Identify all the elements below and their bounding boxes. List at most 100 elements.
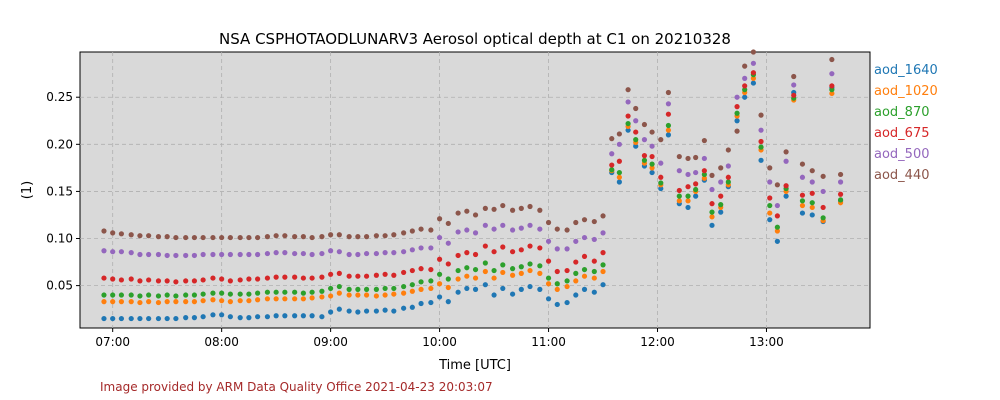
data-point: [809, 179, 815, 185]
data-point: [128, 299, 134, 305]
y-axis-label: (1): [20, 181, 35, 199]
data-point: [391, 308, 397, 314]
legend-entry-aod_440: aod_440: [874, 168, 930, 183]
x-axis: 07:00 08:00 09:00 10:00 11:00 12:00 13:00: [95, 328, 784, 349]
data-point: [649, 165, 655, 171]
data-point: [829, 87, 835, 93]
data-point: [173, 293, 179, 299]
data-point: [455, 289, 461, 295]
data-point: [767, 165, 773, 171]
data-point: [641, 153, 648, 159]
x-tick-label: 08:00: [204, 335, 239, 349]
data-point: [581, 266, 588, 273]
data-point: [837, 197, 844, 203]
data-point: [210, 290, 216, 296]
data-point: [146, 251, 152, 258]
data-point: [255, 297, 261, 303]
data-point: [373, 293, 379, 299]
data-point: [685, 198, 691, 204]
data-point: [581, 234, 588, 241]
data-point: [382, 307, 388, 313]
series-aod_440: [101, 49, 844, 241]
data-point: [319, 288, 325, 294]
data-point: [658, 180, 664, 186]
data-point: [820, 215, 826, 221]
data-point: [346, 251, 352, 258]
data-point: [641, 157, 648, 163]
legend-entry-aod_1640: aod_1640: [874, 63, 938, 78]
data-point: [355, 292, 361, 298]
data-point: [183, 252, 189, 259]
data-point: [758, 112, 764, 118]
data-point: [500, 269, 506, 276]
data-point: [774, 224, 780, 230]
data-point: [734, 104, 740, 110]
data-point: [309, 313, 315, 319]
data-point: [373, 308, 379, 314]
data-point: [391, 285, 397, 292]
data-point: [155, 251, 162, 258]
y-tick-label: 0.20: [46, 137, 73, 151]
data-point: [837, 171, 844, 178]
data-point: [701, 175, 707, 181]
data-point: [750, 60, 757, 66]
data-point: [600, 213, 606, 219]
data-point: [309, 234, 315, 241]
data-point: [373, 286, 379, 292]
data-point: [554, 301, 560, 308]
data-point: [445, 261, 451, 267]
data-point: [482, 222, 488, 228]
data-point: [210, 297, 216, 303]
data-point: [401, 269, 407, 276]
data-point: [693, 181, 699, 187]
data-point: [246, 251, 252, 258]
data-point: [237, 277, 243, 283]
data-point: [742, 94, 748, 100]
y-tick-label: 0.15: [46, 184, 73, 198]
data-point: [264, 234, 271, 240]
data-point: [709, 209, 715, 215]
data-point: [418, 279, 424, 285]
data-point: [336, 270, 342, 276]
data-point: [246, 298, 252, 304]
data-point: [491, 267, 497, 274]
data-point: [554, 268, 560, 275]
data-point: [774, 228, 780, 234]
data-point: [464, 273, 470, 279]
data-point: [418, 300, 424, 307]
data-point: [500, 262, 506, 268]
data-point: [616, 169, 622, 176]
data-point: [445, 220, 451, 227]
data-point: [128, 276, 134, 282]
data-point: [649, 169, 655, 176]
data-point: [191, 278, 198, 284]
data-point: [355, 286, 361, 292]
data-point: [649, 129, 655, 135]
data-point: [355, 273, 361, 279]
data-point: [573, 278, 579, 284]
data-point: [200, 314, 206, 320]
data-point: [718, 202, 724, 208]
data-point: [155, 299, 162, 306]
data-point: [118, 231, 125, 237]
y-tick-label: 0.25: [46, 90, 73, 104]
data-point: [146, 233, 152, 239]
data-point: [791, 73, 797, 80]
data-point: [183, 234, 189, 241]
data-point: [219, 290, 225, 296]
data-point: [319, 294, 325, 300]
data-point: [527, 203, 533, 210]
data-point: [118, 249, 125, 255]
data-point: [616, 179, 622, 185]
data-point: [774, 202, 780, 209]
data-point: [282, 296, 288, 302]
data-point: [246, 276, 252, 282]
data-point: [767, 210, 773, 216]
data-point: [573, 238, 579, 244]
data-point: [734, 94, 740, 100]
data-point: [300, 290, 306, 296]
data-point: [734, 128, 740, 134]
data-point: [518, 205, 524, 211]
data-point: [758, 138, 764, 145]
